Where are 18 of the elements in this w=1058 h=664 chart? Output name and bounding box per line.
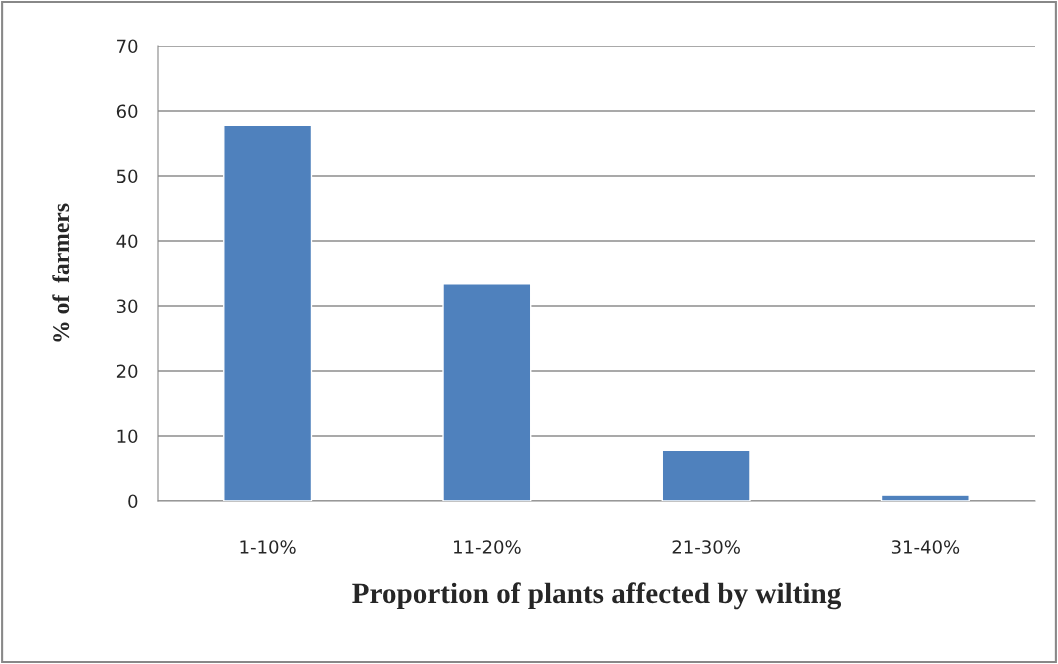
bar (223, 124, 313, 501)
y-axis-title: % of farmers (52, 203, 70, 342)
x-tick-label: 1-10% (240, 540, 296, 554)
y-tick-label: 20 (116, 364, 138, 379)
x-axis-title: Proportion of plants affected by wilting (352, 582, 842, 610)
x-tick-label: 31-40% (891, 540, 960, 554)
y-tick-label: 60 (116, 104, 138, 119)
y-tick-label: 10 (117, 429, 138, 444)
bar (880, 494, 970, 501)
x-tick-label: 11-20% (454, 540, 521, 554)
y-tick-label: 70 (117, 39, 138, 54)
y-tick-label: 0 (128, 494, 138, 509)
y-tick-label: 30 (116, 299, 138, 314)
bar (442, 283, 532, 501)
x-tick-label: 21-30% (672, 540, 740, 554)
y-tick-label: 40 (116, 234, 138, 249)
y-tick-label: 50 (116, 169, 138, 184)
bar (661, 449, 751, 501)
